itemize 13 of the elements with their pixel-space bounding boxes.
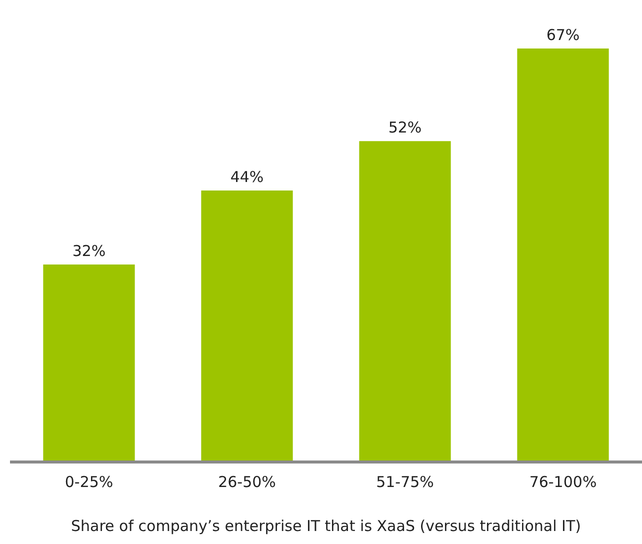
x-axis-title: Share of company’s enterprise IT that is XaaS (versus traditional IT)	[71, 516, 581, 535]
x-tick-label: 26-50%	[218, 472, 276, 491]
x-tick-label: 0-25%	[64, 472, 114, 491]
data-label: 67%	[546, 26, 580, 44]
data-label: 32%	[72, 242, 106, 260]
bar	[359, 141, 451, 462]
x-tick-label: 51-75%	[376, 472, 434, 491]
x-tick-label: 76-100%	[529, 472, 597, 491]
data-label: 44%	[230, 168, 264, 186]
bar	[201, 190, 293, 462]
bar	[517, 48, 609, 462]
bar	[43, 264, 135, 462]
data-label: 52%	[388, 118, 422, 136]
